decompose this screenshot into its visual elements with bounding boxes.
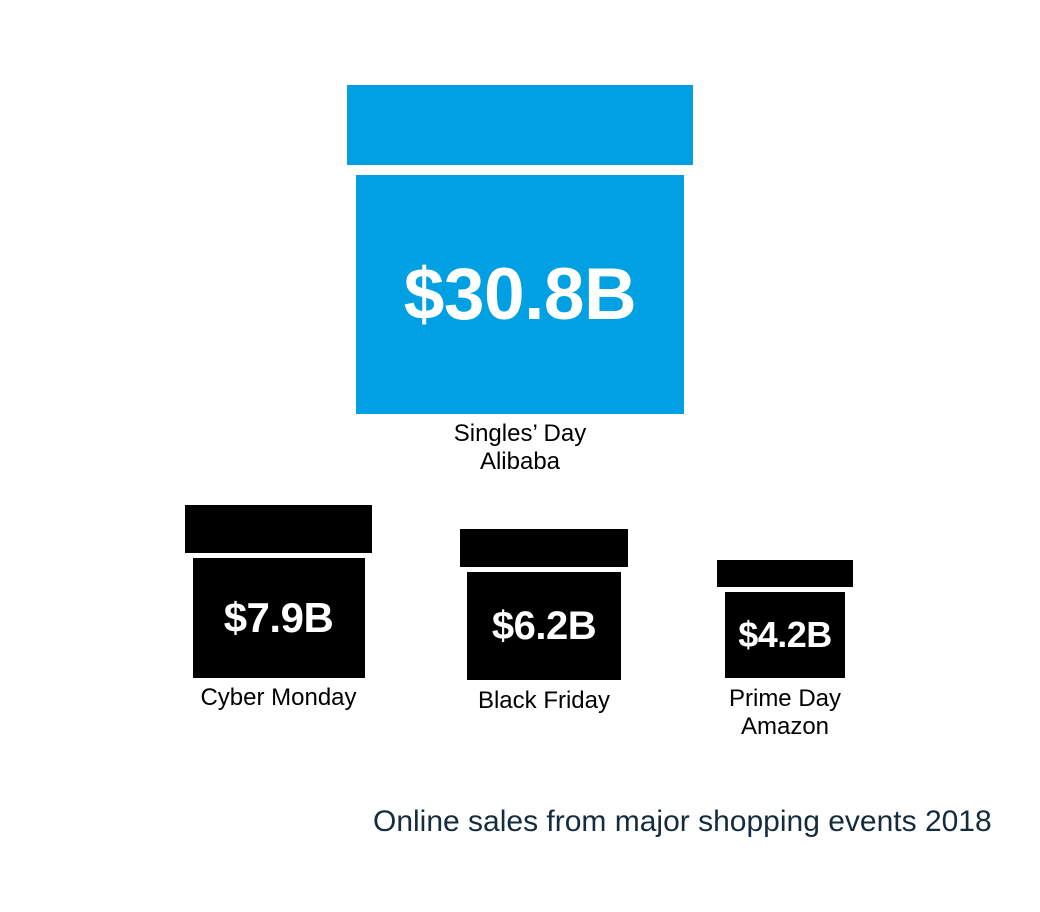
category-label: Cyber Monday bbox=[200, 684, 356, 712]
value-label: $30.8B bbox=[403, 254, 637, 335]
chart-caption: Online sales from major shopping events … bbox=[373, 805, 992, 838]
giftbox-lid bbox=[717, 560, 853, 587]
giftbox-body: $30.8B bbox=[356, 175, 684, 414]
value-label: $6.2B bbox=[491, 603, 597, 648]
giftbox-body: $6.2B bbox=[467, 572, 621, 680]
value-label: $4.2B bbox=[738, 614, 832, 655]
category-label: Black Friday bbox=[478, 687, 610, 715]
giftbox-lid bbox=[347, 85, 693, 165]
category-label: Singles’ Day Alibaba bbox=[454, 420, 587, 476]
category-label-line2: Alibaba bbox=[479, 448, 561, 475]
category-label-line1: Singles’ Day bbox=[453, 420, 587, 447]
giftbox-black-friday: $6.2B Black Friday bbox=[460, 529, 628, 715]
giftbox-lid bbox=[185, 505, 372, 553]
giftbox-prime-day: $4.2B Prime Day Amazon bbox=[717, 560, 853, 741]
category-label-line1: Cyber Monday bbox=[200, 684, 357, 711]
category-label-line1: Black Friday bbox=[477, 687, 611, 714]
category-label: Prime Day Amazon bbox=[729, 685, 841, 741]
value-label: $7.9B bbox=[223, 594, 334, 641]
giftbox-body: $7.9B bbox=[192, 558, 365, 678]
giftbox-singles-day: $30.8B Singles’ Day Alibaba bbox=[347, 85, 693, 476]
giftbox-cyber-monday: $7.9B Cyber Monday bbox=[185, 505, 372, 712]
category-label-line2: Amazon bbox=[740, 713, 830, 740]
giftbox-lid bbox=[460, 529, 628, 567]
category-label-line1: Prime Day bbox=[728, 685, 842, 712]
giftbox-body: $4.2B bbox=[725, 592, 845, 678]
